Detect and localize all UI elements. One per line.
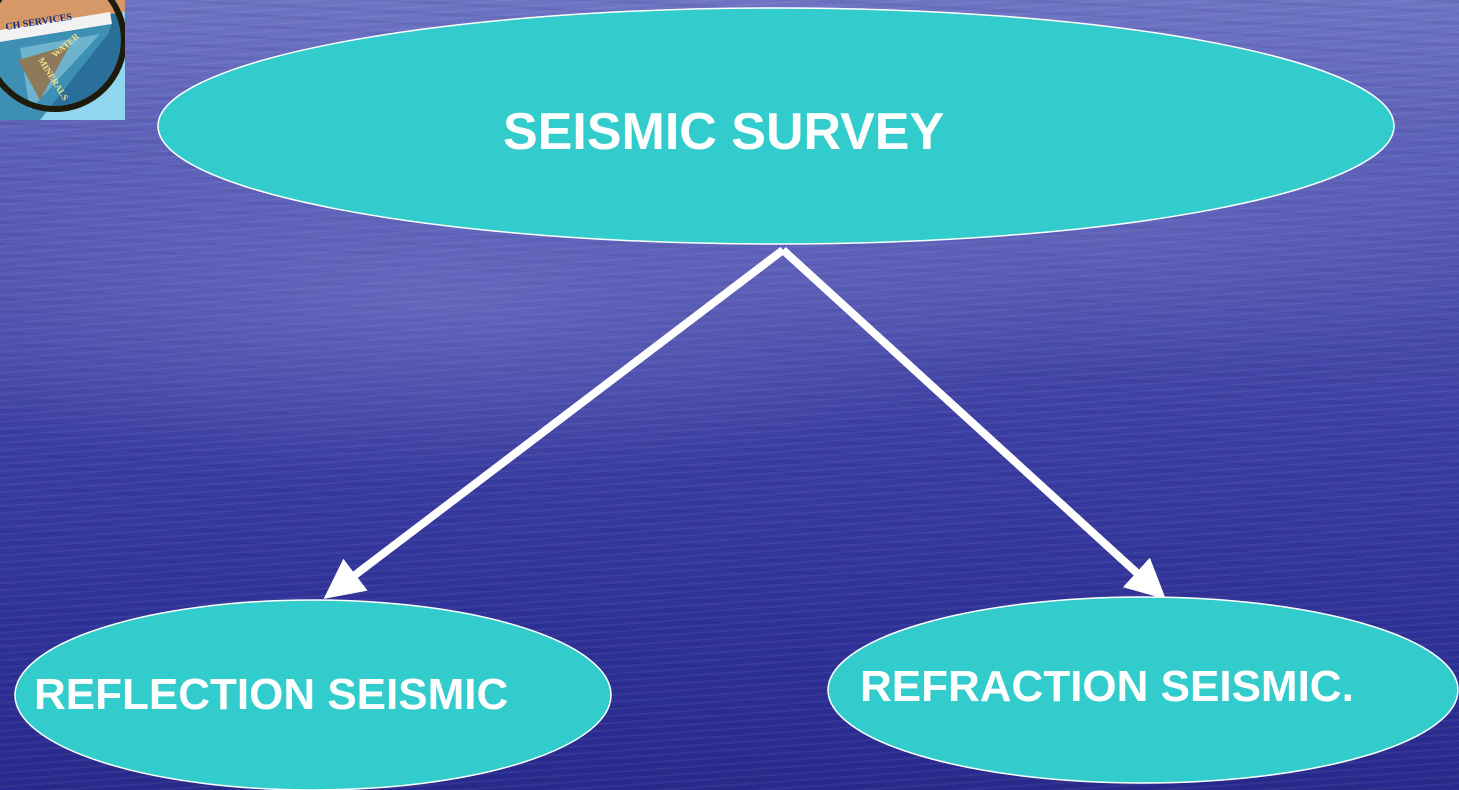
arrow-to-refraction [780,247,1166,600]
root-node [157,7,1395,245]
refraction-node [827,596,1459,784]
reflection-node [14,599,612,790]
reflection-node-label: REFLECTION SEISMIC [34,670,509,719]
arrow-to-reflection [323,246,786,599]
root-node-label: SEISMIC SURVEY [503,103,945,161]
company-logo: CH SERVICES WATER MINERALS [0,0,125,120]
refraction-node-label: REFRACTION SEISMIC. [860,662,1354,711]
logo-emblem: CH SERVICES WATER MINERALS [0,0,125,120]
